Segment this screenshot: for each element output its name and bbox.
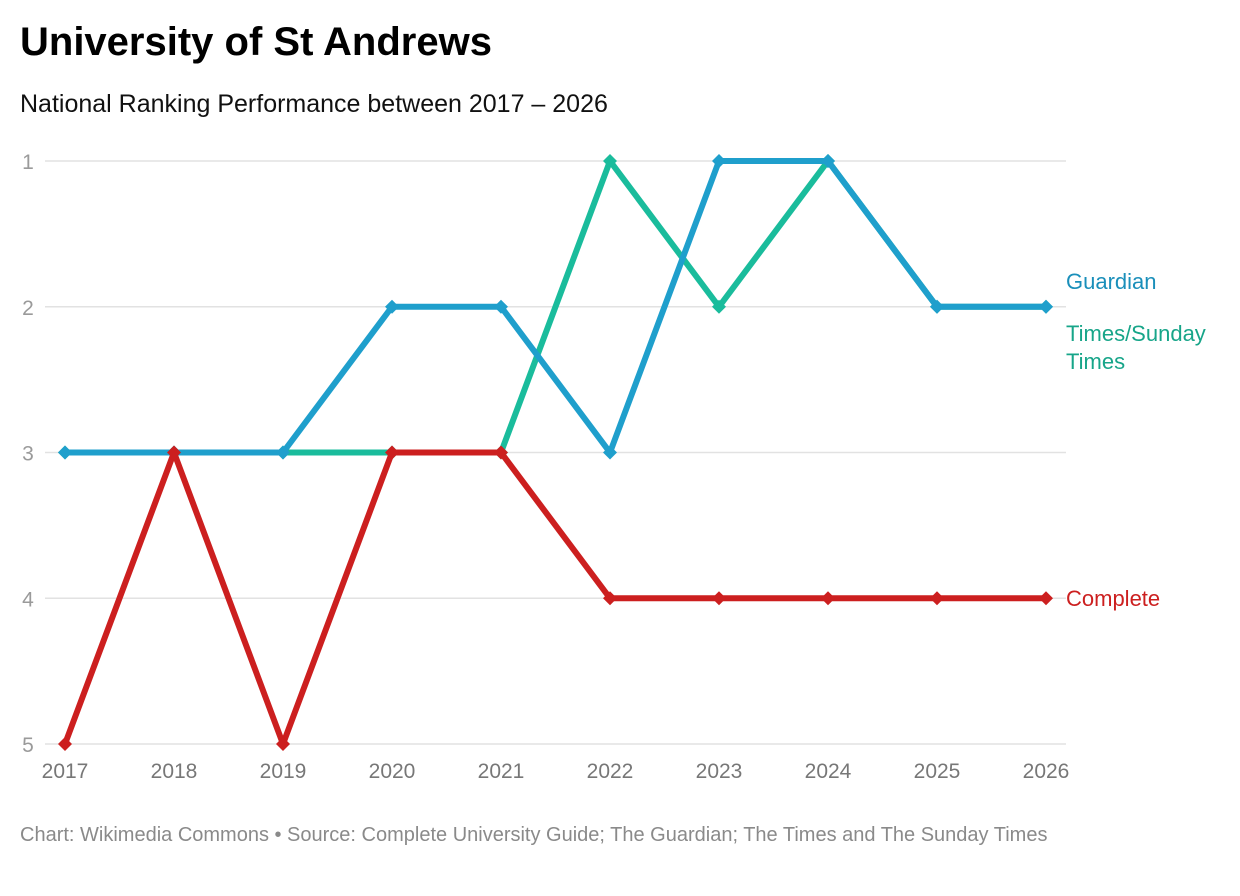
x-tick-label: 2026: [1023, 760, 1070, 783]
data-point-marker: [58, 445, 72, 460]
data-point-marker: [58, 737, 72, 751]
data-point-marker: [603, 591, 617, 606]
series-complete: [58, 445, 1053, 751]
series-label: Times: [1066, 349, 1125, 374]
data-point-marker: [603, 154, 617, 168]
y-tick-label: 4: [22, 588, 34, 611]
series-labels: Times/Sunday Times Guardian Complete: [1066, 269, 1206, 611]
x-tick-label: 2019: [260, 760, 307, 783]
data-point-marker: [603, 445, 617, 460]
data-point-marker: [385, 299, 399, 314]
x-tick-label: 2020: [369, 760, 416, 783]
data-point-marker: [1039, 299, 1053, 314]
chart-title: University of St Andrews: [20, 20, 492, 64]
x-tick-label: 2018: [151, 760, 198, 783]
data-point-marker: [276, 737, 290, 751]
x-tick-label: 2024: [805, 760, 852, 783]
series-line: [62, 158, 1049, 456]
data-point-marker: [712, 299, 726, 314]
data-point-marker: [167, 445, 181, 460]
series-label: Times/Sunday: [1066, 321, 1206, 346]
data-point-marker: [930, 591, 944, 606]
y-tick-label: 1: [22, 151, 34, 174]
x-tick-label: 2017: [42, 760, 89, 783]
series-label: Guardian: [1066, 269, 1157, 294]
data-point-marker: [821, 591, 835, 606]
chart-subtitle: National Ranking Performance between 201…: [20, 90, 608, 118]
data-point-marker: [385, 445, 399, 460]
series-label: Complete: [1066, 586, 1160, 611]
data-point-marker: [930, 299, 944, 314]
y-axis-ticks: 1 2 3 4 5: [22, 151, 34, 757]
y-tick-label: 3: [22, 443, 34, 466]
data-point-marker: [494, 445, 508, 460]
chart-footer: Chart: Wikimedia Commons • Source: Compl…: [20, 824, 1048, 846]
x-tick-label: 2022: [587, 760, 634, 783]
data-point-marker: [494, 299, 508, 314]
x-tick-label: 2021: [478, 760, 525, 783]
data-point-marker: [276, 445, 290, 460]
data-point-marker: [821, 154, 835, 168]
x-axis-ticks: 2017 2018 2019 2020 2021 2022 2023 2024 2025 2026: [42, 760, 1070, 783]
data-point-marker: [712, 591, 726, 606]
data-point-marker: [712, 154, 726, 168]
x-tick-label: 2023: [696, 760, 743, 783]
y-tick-label: 2: [22, 297, 34, 320]
series-guardian: [58, 154, 1053, 460]
x-tick-label: 2025: [914, 760, 961, 783]
data-point-marker: [1039, 591, 1053, 606]
series-lines: [58, 154, 1053, 751]
series-line: [62, 449, 1049, 747]
y-tick-label: 5: [22, 734, 34, 757]
